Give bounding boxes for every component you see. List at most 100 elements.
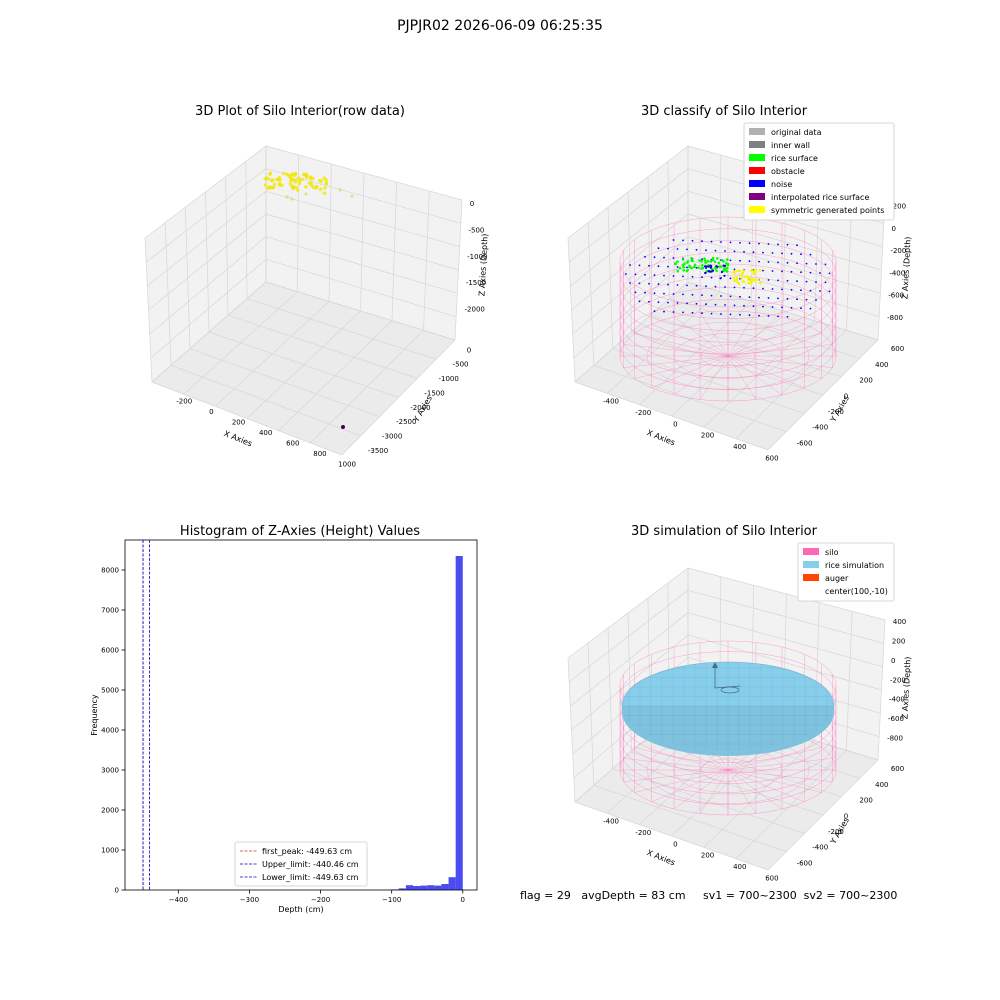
gridline xyxy=(573,259,689,359)
symmetric-point xyxy=(736,281,740,284)
y-tick-label: -200 xyxy=(828,408,844,416)
plot-frame xyxy=(124,539,478,891)
noise-point xyxy=(701,240,703,243)
legend-label: rice surface xyxy=(771,154,818,163)
noise-point xyxy=(691,239,694,242)
legend-label: silo xyxy=(825,548,839,557)
noise-point xyxy=(786,315,789,318)
y-tick-label: -500 xyxy=(453,361,469,369)
histogram-bar xyxy=(448,877,456,890)
noise-point xyxy=(629,264,631,266)
x-axis-label: X Axies xyxy=(223,429,254,448)
rice-surface-point xyxy=(700,267,703,270)
rice-surface-point xyxy=(676,260,679,263)
y-tick-label: 200 xyxy=(859,377,872,385)
legend-box xyxy=(234,841,368,887)
y-tick-label: 6000 xyxy=(101,647,119,655)
symmetric-point xyxy=(752,272,756,276)
noise-point xyxy=(691,293,694,296)
noise-point xyxy=(758,242,760,245)
noise-point xyxy=(667,283,669,286)
data-point xyxy=(305,173,309,178)
noise-point xyxy=(686,248,688,251)
histogram-bar xyxy=(427,885,435,890)
noise-point xyxy=(653,274,656,277)
noise-point xyxy=(805,298,808,301)
data-point xyxy=(297,181,302,186)
legend-label: auger xyxy=(825,574,849,583)
noise-point xyxy=(672,239,675,241)
gridline xyxy=(687,281,879,341)
symmetric-point xyxy=(733,279,737,282)
y-tick-label: -2500 xyxy=(396,418,416,426)
data-point xyxy=(323,186,327,190)
noise-point xyxy=(767,243,770,245)
y-tick-label: 0 xyxy=(115,887,119,895)
noise-point xyxy=(720,270,724,274)
x-tick-label: 400 xyxy=(733,863,746,871)
noise-point xyxy=(767,261,770,263)
legend-label: noise xyxy=(771,180,792,189)
noise-point xyxy=(663,292,665,295)
z-tick-label: 0 xyxy=(891,657,895,665)
rice-surface-point xyxy=(722,260,725,263)
x-tick-label: 600 xyxy=(765,874,778,882)
noise-point xyxy=(710,276,713,279)
histogram-bar xyxy=(420,885,428,890)
data-point xyxy=(270,185,275,190)
data-point xyxy=(304,192,308,196)
z-tick-label: -500 xyxy=(468,226,484,234)
noise-point xyxy=(695,302,698,305)
noise-point xyxy=(771,252,774,254)
noise-point xyxy=(796,280,798,283)
silo-wireframe xyxy=(619,216,837,402)
histogram-bar xyxy=(455,556,463,890)
noise-point xyxy=(676,284,679,286)
symmetric-point xyxy=(749,280,752,283)
rice-surface-point xyxy=(726,258,729,261)
legend-label: original data xyxy=(771,128,822,137)
rice-surface-point xyxy=(713,260,717,264)
y-tick-label: 1000 xyxy=(101,847,119,855)
data-point xyxy=(289,179,293,183)
rice-surface-point xyxy=(686,260,690,263)
gridline xyxy=(265,258,457,318)
legend-swatch xyxy=(749,128,765,135)
noise-point xyxy=(748,314,751,317)
histogram-bar xyxy=(398,888,406,890)
noise-point xyxy=(663,274,665,277)
noise-point xyxy=(701,276,703,279)
y-tick-label: -1000 xyxy=(439,375,459,383)
panel3-histogram: −400 −300 −200 −100 0 0 1000 2000 3000 4000 5000 60… xyxy=(90,539,478,914)
noise-point xyxy=(790,306,793,309)
noise-point xyxy=(701,294,703,297)
y-tick-label: 200 xyxy=(859,797,872,805)
noise-point xyxy=(781,306,783,309)
z-tick-label: -600 xyxy=(888,292,904,300)
noise-point xyxy=(824,281,827,284)
noise-point xyxy=(729,295,732,298)
noise-point xyxy=(701,312,703,315)
noise-point xyxy=(710,312,713,315)
x-tick-label: -400 xyxy=(603,818,619,826)
gridline xyxy=(574,281,689,383)
gridline xyxy=(687,258,880,318)
noise-point xyxy=(762,305,764,308)
noise-point xyxy=(767,279,770,281)
x-tick-label: 200 xyxy=(701,852,714,860)
noise-point xyxy=(800,289,802,292)
noise-point xyxy=(733,304,736,307)
noise-point xyxy=(729,259,732,262)
y-tick-label: 600 xyxy=(891,345,904,353)
y-tick-label: 400 xyxy=(875,361,888,369)
y-tick-label: -2000 xyxy=(410,404,430,412)
noise-point xyxy=(743,286,745,289)
noise-point xyxy=(648,282,650,285)
noise-point xyxy=(739,313,741,316)
z-tick-label: -400 xyxy=(889,696,905,704)
noise-point xyxy=(629,282,631,284)
data-point xyxy=(290,197,294,201)
noise-point xyxy=(691,311,694,314)
histogram-bar xyxy=(441,884,449,890)
noise-point xyxy=(676,266,679,268)
